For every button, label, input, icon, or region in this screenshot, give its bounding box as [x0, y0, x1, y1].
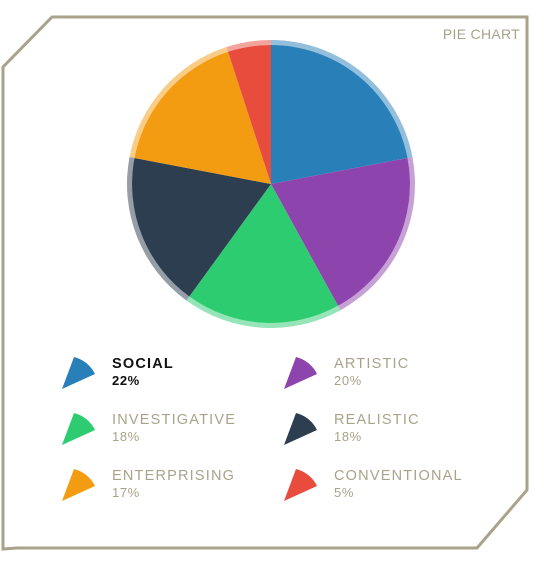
legend-item-investigative[interactable]: INVESTIGATIVE 18%: [61, 412, 281, 452]
legend-value: 5%: [334, 485, 354, 500]
legend-value: 20%: [334, 373, 362, 388]
pie-slice-ring-conventional: [226, 40, 271, 52]
legend-label: ENTERPRISING: [112, 468, 236, 484]
pie-slice-social[interactable]: [271, 45, 408, 184]
pie-wedge-icon: [62, 357, 95, 389]
legend-value: 18%: [334, 429, 362, 444]
legend-item-artistic[interactable]: ARTISTIC 20%: [283, 356, 503, 396]
pie-slice-ring-social: [271, 40, 413, 158]
legend-label: INVESTIGATIVE: [112, 412, 237, 428]
legend-item-conventional[interactable]: CONVENTIONAL 5%: [283, 468, 503, 508]
legend-item-realistic[interactable]: REALISTIC 18%: [283, 412, 503, 452]
pie-slice-conventional[interactable]: [228, 45, 271, 184]
pie-slice-ring-investigative: [186, 296, 341, 329]
pie-wedge-icon: [284, 469, 317, 501]
legend-item-social[interactable]: SOCIAL 22%: [61, 356, 281, 396]
pie-slice-ring-artistic: [337, 157, 416, 311]
pie-wedge-icon: [284, 357, 317, 389]
legend-value: 18%: [112, 429, 140, 444]
pie-slice-investigative[interactable]: [189, 184, 338, 324]
pie-slice-realistic[interactable]: [131, 157, 271, 297]
legend-label: SOCIAL: [112, 356, 174, 372]
legend-label: CONVENTIONAL: [334, 468, 463, 484]
pie-slice-enterprising[interactable]: [134, 51, 271, 184]
pie-wedge-icon: [284, 413, 317, 445]
panel-title: PIE CHART: [442, 26, 520, 42]
legend-value: 17%: [112, 485, 140, 500]
legend-label: REALISTIC: [334, 412, 420, 428]
legend-label: ARTISTIC: [334, 356, 410, 372]
pie-slice-ring-realistic: [126, 157, 190, 301]
pie-wedge-icon: [62, 469, 95, 501]
legend-item-enterprising[interactable]: ENTERPRISING 17%: [61, 468, 281, 508]
legend-value: 22%: [112, 373, 140, 388]
pie-wedge-icon: [62, 413, 95, 445]
pie-slice-artistic[interactable]: [271, 157, 410, 306]
